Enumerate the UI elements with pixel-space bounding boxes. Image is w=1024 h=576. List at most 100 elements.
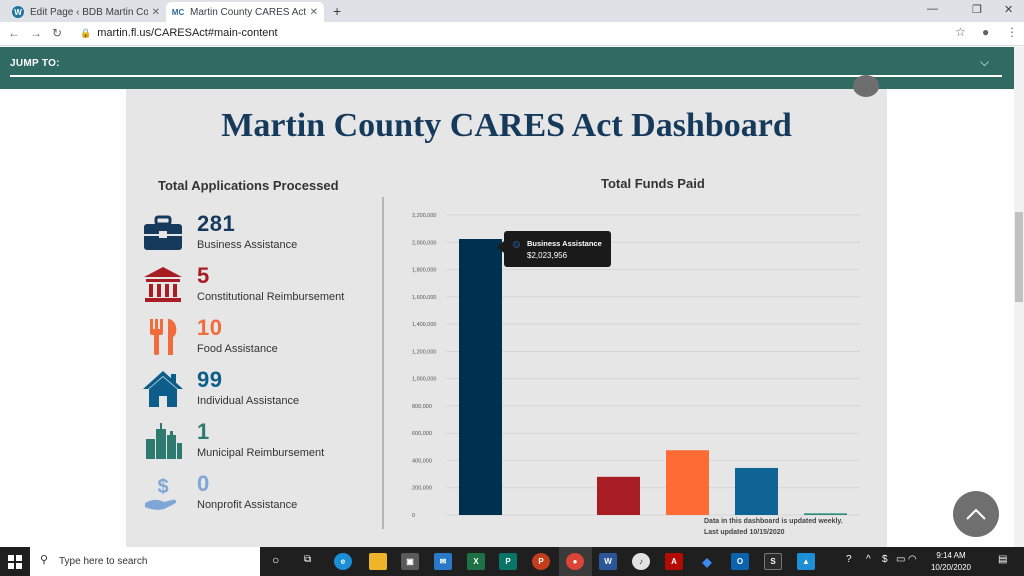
- update-note: Data in this dashboard is updated weekly…: [704, 518, 843, 525]
- y-tick-label: 800,000: [412, 404, 432, 410]
- divider: [382, 197, 384, 529]
- stat-label: Nonprofit Assistance: [197, 499, 298, 511]
- stat-nonprofit: $ 0 Nonprofit Assistance: [142, 471, 372, 521]
- stat-value: 281: [197, 211, 236, 236]
- page-title: Martin County CARES Act Dashboard: [221, 107, 792, 144]
- url-text: martin.fl.us/CARESAct#main-content: [97, 27, 278, 39]
- stat-value: 1: [197, 419, 210, 444]
- windows-start-icon[interactable]: [0, 547, 30, 576]
- tray-chevron-up-icon[interactable]: ^: [866, 554, 871, 565]
- tab-edit-page[interactable]: W Edit Page ‹ BDB Martin County — ✕: [6, 2, 166, 22]
- music-icon[interactable]: ♪: [632, 553, 650, 570]
- word-icon[interactable]: W: [599, 553, 617, 570]
- y-tick-label: 400,000: [412, 458, 432, 464]
- close-circle-button[interactable]: [853, 75, 879, 97]
- briefcase-icon: [144, 215, 182, 250]
- forward-icon[interactable]: →: [30, 26, 42, 40]
- dropbox-icon[interactable]: ◆: [702, 554, 712, 569]
- y-tick-label: 1,200,000: [412, 349, 436, 355]
- mc-icon: MC: [171, 7, 185, 17]
- help-icon[interactable]: ?: [846, 554, 852, 565]
- stat-label: Individual Assistance: [197, 395, 300, 407]
- outlook-icon[interactable]: O: [731, 553, 749, 570]
- profile-icon[interactable]: ●: [982, 25, 990, 39]
- wordpress-icon: W: [12, 6, 24, 18]
- bookmark-star-icon[interactable]: ☆: [955, 25, 966, 39]
- mail-icon[interactable]: ✉: [434, 553, 452, 570]
- y-tick-label: 0: [412, 513, 415, 519]
- minimize-icon[interactable]: —: [927, 3, 938, 15]
- browser-tab-strip: W Edit Page ‹ BDB Martin County — ✕ MC M…: [0, 0, 1024, 22]
- notifications-icon[interactable]: ▤: [998, 554, 1008, 565]
- chrome-icon[interactable]: ●: [566, 553, 584, 570]
- bar-nonprofit-assistance[interactable]: [804, 513, 847, 515]
- url-field[interactable]: 🔒 martin.fl.us/CARESAct#main-content: [80, 27, 278, 39]
- scrollbar-thumb[interactable]: [1015, 212, 1023, 302]
- file-explorer-icon[interactable]: [369, 553, 387, 570]
- tab-title: Martin County CARES Act Assista: [190, 6, 306, 18]
- chevron-down-icon[interactable]: ⌵: [980, 55, 990, 69]
- clock-date: 10/20/2020: [930, 563, 972, 572]
- app-s-icon[interactable]: S: [764, 553, 782, 570]
- dashboard-panel: Martin County CARES Act Dashboard Total …: [126, 75, 887, 547]
- acrobat-icon[interactable]: A: [665, 553, 683, 570]
- last-updated-note: Last updated 10/15/2020: [704, 529, 785, 536]
- search-icon: ⚲: [40, 554, 49, 566]
- house-icon: [143, 371, 183, 407]
- store-icon[interactable]: ▣: [401, 553, 419, 570]
- tooltip-series: Business Assistance: [527, 239, 602, 248]
- bar-business-assistance[interactable]: [459, 239, 502, 516]
- y-tick-label: 1,600,000: [412, 295, 436, 301]
- back-to-top-button[interactable]: [953, 491, 999, 537]
- hand-dollar-icon: $: [145, 476, 177, 510]
- y-tick-label: 1,400,000: [412, 322, 436, 328]
- wifi-icon[interactable]: ◠: [908, 554, 917, 565]
- tab-cares-dashboard[interactable]: MC Martin County CARES Act Assista ✕: [166, 2, 324, 22]
- svg-text:$: $: [157, 476, 168, 498]
- publisher-icon[interactable]: P: [499, 553, 517, 570]
- stat-food: 10 Food Assistance: [142, 315, 372, 365]
- edge-icon[interactable]: e: [334, 553, 352, 570]
- stat-individual: 99 Individual Assistance: [142, 367, 372, 417]
- search-placeholder: Type here to search: [59, 556, 148, 567]
- back-icon[interactable]: ←: [8, 26, 20, 40]
- cortana-icon[interactable]: ○: [272, 553, 280, 567]
- clock-time: 9:14 AM: [936, 551, 966, 560]
- menu-dots-icon[interactable]: ⋮: [1006, 25, 1018, 39]
- jump-to-bar[interactable]: JUMP TO: ⌵: [0, 47, 1014, 89]
- reload-icon[interactable]: ↻: [52, 26, 63, 40]
- y-tick-label: 2,200,000: [412, 213, 436, 219]
- page-scrollbar[interactable]: [1014, 47, 1024, 547]
- stat-value: 5: [197, 263, 210, 288]
- stat-label: Food Assistance: [197, 343, 278, 355]
- new-tab-button[interactable]: +: [333, 3, 342, 19]
- close-tab-icon[interactable]: ✕: [309, 6, 318, 18]
- courthouse-icon: [144, 267, 182, 302]
- lock-icon: 🔒: [80, 28, 92, 38]
- divider: [10, 75, 1002, 77]
- task-view-icon[interactable]: ⧉: [304, 554, 312, 565]
- maximize-icon[interactable]: ❐: [972, 4, 982, 16]
- stat-value: 10: [197, 315, 223, 340]
- bar-food-assistance[interactable]: [597, 476, 640, 515]
- dollar-tray-icon[interactable]: $: [882, 554, 888, 565]
- city-icon: [146, 423, 182, 459]
- stat-value: 99: [197, 367, 223, 392]
- fork-knife-icon: [150, 319, 177, 355]
- jump-to-label: JUMP TO:: [10, 58, 60, 69]
- stat-label: Constitutional Reimbursement: [197, 291, 345, 303]
- excel-icon[interactable]: X: [467, 553, 485, 570]
- bar-individual-assistance[interactable]: [666, 450, 709, 515]
- powerpoint-icon[interactable]: P: [532, 553, 550, 570]
- stat-label: Municipal Reimbursement: [197, 447, 325, 459]
- battery-icon[interactable]: ▭: [896, 554, 906, 565]
- stat-business: 281 Business Assistance: [142, 211, 372, 261]
- funds-heading: Total Funds Paid: [601, 176, 705, 191]
- close-tab-icon[interactable]: ✕: [151, 6, 160, 18]
- bar-municipal-reimbursement[interactable]: [735, 467, 778, 515]
- close-window-icon[interactable]: ✕: [1004, 4, 1014, 16]
- taskbar-clock[interactable]: 9:14 AM 10/20/2020: [920, 550, 982, 574]
- taskbar-search-input[interactable]: ⚲ Type here to search: [30, 547, 260, 576]
- chevron-up-icon: [966, 508, 986, 520]
- photos-icon[interactable]: ▲: [797, 553, 815, 570]
